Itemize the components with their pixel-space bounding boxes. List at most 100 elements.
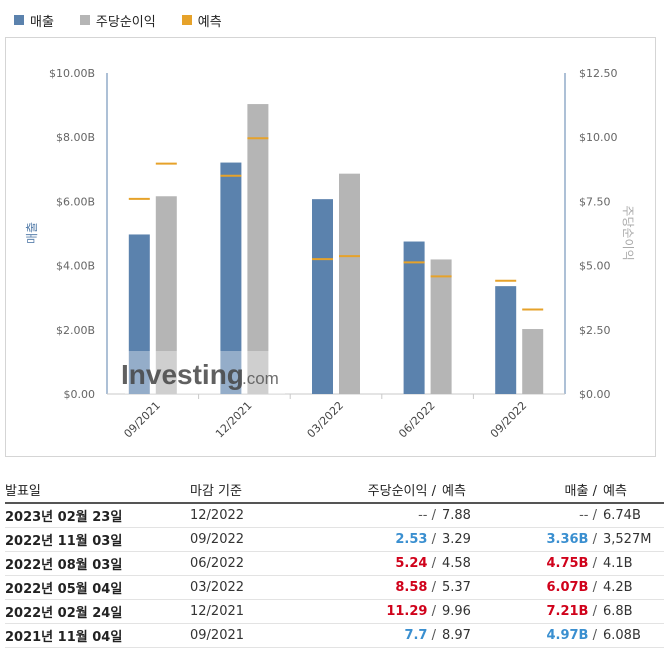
row-eps-forecast: 9.96 — [436, 599, 517, 624]
row-revenue-value: 4.97B — [546, 628, 589, 643]
row-revenue: 4.75B / — [517, 551, 597, 576]
investing-watermark: Investing.com — [121, 351, 285, 394]
row-revenue: 3.36B / — [517, 527, 597, 552]
row-revenue-slash: / — [592, 532, 597, 547]
legend-label-revenue: 매출 — [30, 14, 54, 30]
earnings-chart: $0.00 $2.00B $4.00B $6.00B $8.00B $10.00B $0.0… — [5, 37, 656, 457]
col-header-eps-forecast[interactable]: 예측 — [436, 476, 517, 504]
left-tick-label: $8.00B — [56, 131, 95, 144]
revenue-bar — [403, 241, 425, 394]
watermark-backdrop — [125, 351, 285, 394]
left-tick-label: $10.00B — [49, 67, 95, 80]
earnings-table: 발표일 마감 기준 주당순이익 / 예측 매출 / 예측 2023년 02월 2… — [5, 476, 664, 648]
revenue-bar — [495, 286, 517, 394]
table-body: 2023년 02월 23일 12/2022 -- /7.88 -- /6.74B 202… — [5, 503, 664, 648]
eps-bar — [430, 259, 452, 394]
table-row: 2022년 11월 03일 09/2022 2.53 /3.29 3.36B /3,5… — [5, 527, 664, 552]
row-eps-slash: / — [431, 628, 436, 643]
right-tick-label: $10.00 — [579, 131, 618, 144]
watermark-text: Investing — [121, 359, 244, 390]
row-date: 2022년 08월 03일 — [5, 551, 190, 576]
row-date: 2022년 11월 03일 — [5, 527, 190, 552]
row-date: 2022년 02월 24일 — [5, 599, 190, 624]
row-revenue: 6.07B / — [517, 575, 597, 600]
row-eps: 8.58 / — [318, 575, 436, 600]
col-header-period[interactable]: 마감 기준 — [190, 476, 318, 504]
row-eps-forecast: 3.29 — [436, 527, 517, 552]
col-header-revenue-slash: / — [592, 483, 597, 499]
row-eps-slash: / — [431, 556, 436, 571]
legend-label-forecast: 예측 — [197, 14, 222, 30]
row-date: 2023년 02월 23일 — [5, 503, 190, 528]
col-header-eps-label: 주당순이익 — [367, 483, 428, 499]
legend-item-forecast[interactable]: 예측 — [181, 11, 222, 30]
x-tick-label: 03/2022 — [305, 399, 347, 441]
row-revenue-slash: / — [592, 508, 597, 523]
row-eps-value: 11.29 — [386, 604, 428, 619]
row-date: 2021년 11월 04일 — [5, 623, 190, 648]
row-eps-value: -- — [418, 508, 428, 523]
row-revenue-value: 6.07B — [546, 580, 589, 595]
row-revenue: 7.21B / — [517, 599, 597, 624]
row-period: 09/2021 — [190, 623, 318, 648]
left-tick-label: $6.00B — [56, 195, 95, 208]
col-header-eps-slash: / — [431, 483, 436, 499]
table-row: 2023년 02월 23일 12/2022 -- /7.88 -- /6.74B — [5, 503, 664, 528]
row-eps-slash: / — [431, 532, 436, 547]
row-revenue-value: 3.36B — [546, 532, 589, 547]
x-tick-label: 12/2021 — [213, 399, 255, 441]
row-eps-forecast: 7.88 — [436, 503, 517, 528]
row-revenue-forecast: 3,527M — [597, 527, 664, 552]
chart-canvas: $0.00 $2.00B $4.00B $6.00B $8.00B $10.00B $0.0… — [25, 67, 635, 441]
eps-bar — [339, 173, 360, 394]
row-revenue-value: -- — [579, 508, 589, 523]
left-tick-label: $2.00B — [56, 324, 95, 337]
col-header-revenue-label: 매출 — [564, 483, 589, 499]
table-row: 2022년 02월 24일 12/2021 11.29 /9.96 7.21B /6.… — [5, 599, 664, 624]
row-period: 09/2022 — [190, 527, 318, 552]
eps-bar — [522, 329, 544, 394]
row-revenue-forecast: 4.1B — [597, 551, 664, 576]
row-eps-value: 5.24 — [395, 556, 428, 571]
table-row: 2022년 05월 04일 03/2022 8.58 /5.37 6.07B /4.2… — [5, 575, 664, 600]
row-revenue-forecast: 4.2B — [597, 575, 664, 600]
row-eps: 5.24 / — [318, 551, 436, 576]
legend-item-revenue[interactable]: 매출 — [14, 11, 54, 30]
right-tick-label: $7.50 — [579, 195, 611, 208]
row-revenue-slash: / — [592, 604, 597, 619]
right-axis-title: 주당순이익 — [621, 205, 635, 260]
revenue-bar — [220, 162, 242, 394]
x-tick-label: 09/2022 — [488, 399, 530, 441]
table-row: 2022년 08월 03일 06/2022 5.24 /4.58 4.75B /4.1… — [5, 551, 664, 576]
right-tick-label: $5.00 — [579, 260, 611, 273]
row-revenue-forecast: 6.8B — [597, 599, 664, 624]
row-eps-slash: / — [431, 508, 436, 523]
row-eps-value: 2.53 — [395, 532, 428, 547]
row-revenue-forecast: 6.08B — [597, 623, 664, 648]
row-revenue-slash: / — [592, 628, 597, 643]
eps-bar — [155, 196, 177, 394]
row-revenue-forecast: 6.74B — [597, 503, 664, 528]
left-axis-title: 매출 — [25, 222, 39, 244]
row-eps-forecast: 5.37 — [436, 575, 517, 600]
col-header-revenue-forecast[interactable]: 예측 — [597, 476, 664, 504]
col-header-revenue[interactable]: 매출 / — [517, 476, 597, 504]
revenue-bar — [312, 199, 333, 394]
left-tick-label: $0.00 — [64, 388, 96, 401]
left-tick-label: $4.00B — [56, 260, 95, 273]
row-revenue-slash: / — [592, 580, 597, 595]
col-header-eps[interactable]: 주당순이익 / — [318, 476, 436, 504]
row-eps-slash: / — [431, 604, 436, 619]
row-eps-value: 7.7 — [404, 628, 428, 643]
legend-swatch-eps — [79, 15, 90, 25]
row-eps-slash: / — [431, 580, 436, 595]
col-header-date[interactable]: 발표일 — [5, 476, 190, 504]
row-eps: -- / — [318, 503, 436, 528]
row-period: 03/2022 — [190, 575, 318, 600]
row-eps-forecast: 4.58 — [436, 551, 517, 576]
right-tick-label: $2.50 — [579, 324, 611, 337]
table-row: 2021년 11월 04일 09/2021 7.7 /8.97 4.97B /6.08… — [5, 623, 664, 648]
row-revenue-slash: / — [592, 556, 597, 571]
legend-item-eps[interactable]: 주당순이익 — [79, 11, 156, 30]
row-period: 06/2022 — [190, 551, 318, 576]
